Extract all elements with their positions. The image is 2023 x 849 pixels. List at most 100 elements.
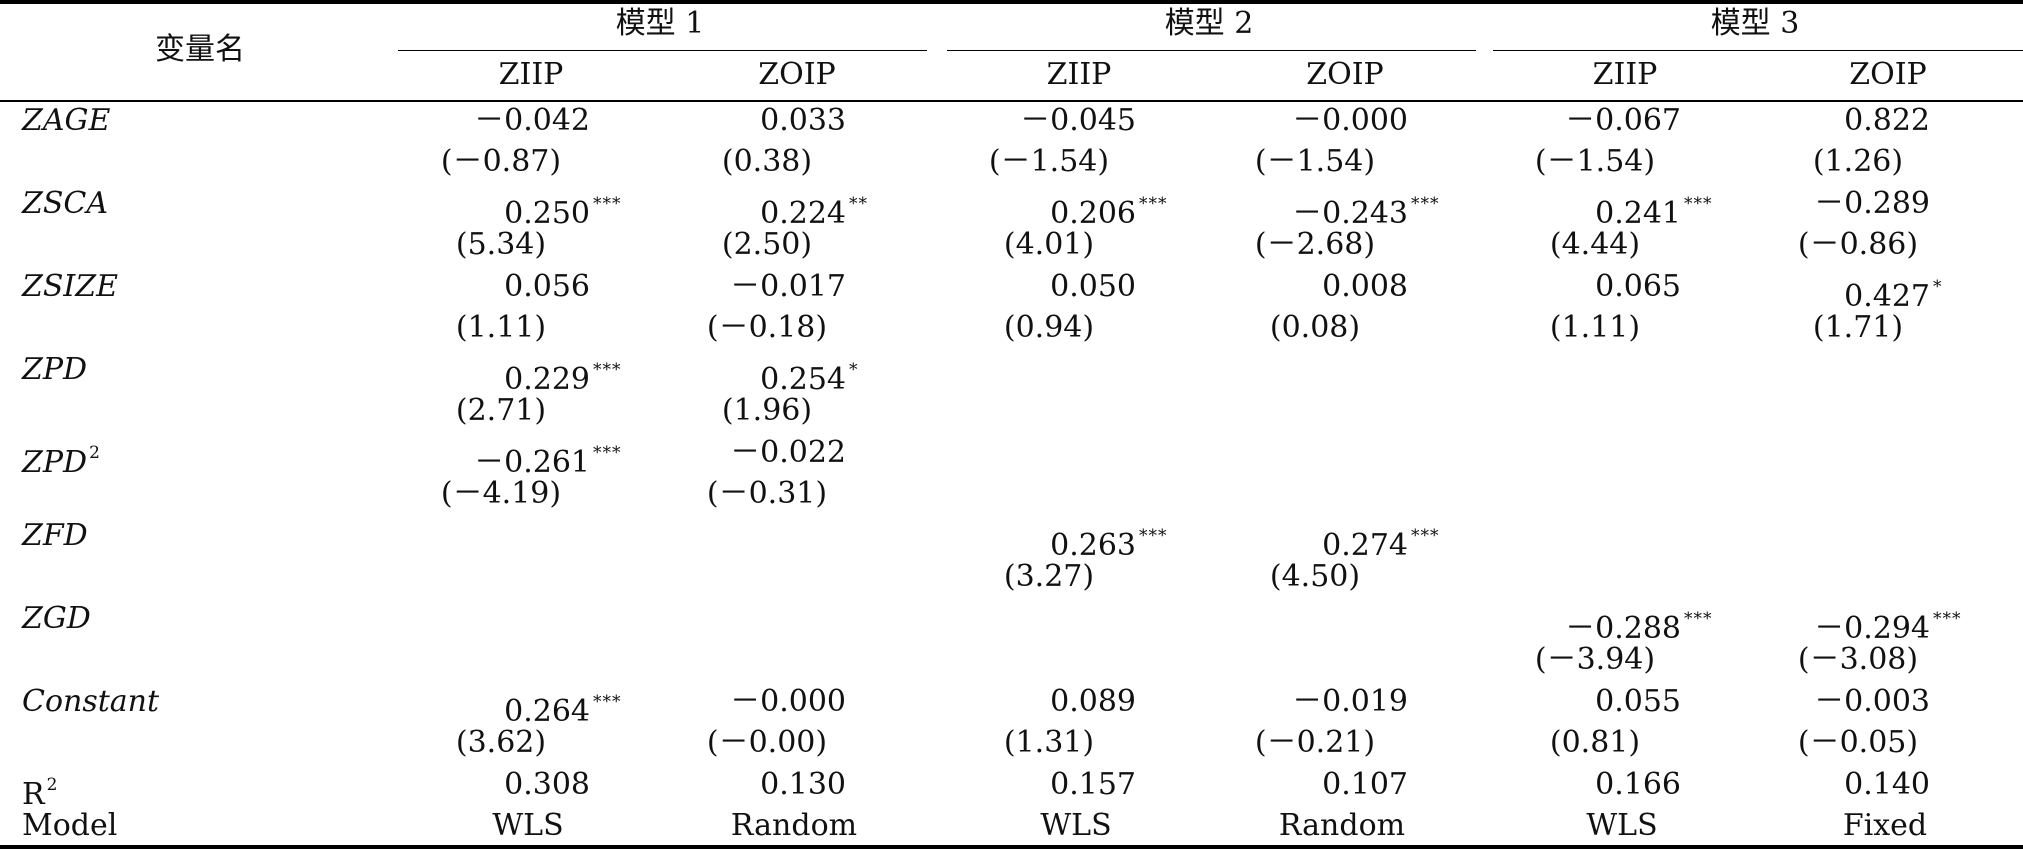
variable-label: ZFD <box>22 518 88 553</box>
coef-value: 0.055 <box>1595 684 1681 719</box>
variable-label: ZPD <box>22 352 88 387</box>
coef-cell: 0.229 *** <box>504 353 621 397</box>
model-type-value: WLS <box>1586 808 1658 843</box>
significance-stars: *** <box>1139 194 1168 214</box>
significance-stars: * <box>849 360 859 380</box>
variable-name: ZAGE <box>22 104 110 138</box>
coef-cell: －0.000 <box>1292 104 1408 138</box>
coef-value: 0.427 <box>1844 279 1930 314</box>
coef-cell: 0.206 *** <box>1050 187 1167 231</box>
t-stat-cell: (－3.94) <box>1534 642 1656 677</box>
significance-stars: *** <box>1411 194 1440 214</box>
column-header-zoip: ZOIP <box>1849 57 1927 92</box>
model-2-underline <box>947 50 1476 51</box>
coef-cell: 0.254 * <box>760 353 858 397</box>
significance-stars: *** <box>1139 526 1168 546</box>
model-type-value: Random <box>1278 808 1406 843</box>
coef-cell: 0.056 <box>504 270 590 304</box>
coef-value: －0.000 <box>1292 103 1408 138</box>
coef-value: 0.224 <box>760 196 846 231</box>
coef-cell: －0.003 <box>1814 685 1930 719</box>
significance-stars: *** <box>593 692 622 712</box>
r-squared-value: 0.140 <box>1844 767 1930 802</box>
variable-name: ZSCA <box>22 187 108 221</box>
t-stat-cell: (－2.68) <box>1254 227 1376 262</box>
model-1-underline <box>398 50 927 51</box>
r-squared-value: 0.166 <box>1595 767 1681 802</box>
coef-value: －0.022 <box>730 435 846 470</box>
t-stat-cell: (－0.18) <box>706 310 828 345</box>
t-stat-cell: (3.62) <box>455 725 547 760</box>
r-squared-value: 0.107 <box>1322 767 1408 802</box>
coef-value: 0.263 <box>1050 528 1136 563</box>
significance-stars: *** <box>593 194 622 214</box>
t-stat-cell: (－1.54) <box>988 144 1110 179</box>
variable-name: ZPD <box>22 353 87 387</box>
coef-value: －0.243 <box>1292 196 1408 231</box>
coef-cell: －0.042 <box>474 104 590 138</box>
model-type-value: WLS <box>492 808 564 843</box>
coef-value: －0.289 <box>1814 186 1930 221</box>
coef-value: －0.261 <box>474 445 590 480</box>
column-header-zoip: ZOIP <box>758 57 836 92</box>
t-stat-cell: (0.38) <box>721 144 813 179</box>
coef-value: 0.065 <box>1595 269 1681 304</box>
t-stat-cell: (－0.31) <box>706 476 828 511</box>
variable-label: ZPD <box>22 445 88 480</box>
t-stat-cell: (0.08) <box>1269 310 1361 345</box>
significance-stars: *** <box>1684 194 1713 214</box>
coef-value: 0.056 <box>504 269 590 304</box>
coef-cell: 0.050 <box>1050 270 1136 304</box>
variable-name: ZGD <box>22 602 91 636</box>
significance-stars: *** <box>593 360 622 380</box>
r-squared-value: 0.157 <box>1050 767 1136 802</box>
variable-label: Constant <box>22 684 160 719</box>
coef-value: －0.017 <box>730 269 846 304</box>
coef-cell: －0.261 *** <box>474 436 621 480</box>
t-stat-cell: (1.26) <box>1812 144 1904 179</box>
t-stat-cell: (4.50) <box>1269 559 1361 594</box>
coef-cell: 0.008 <box>1322 270 1408 304</box>
r-squared-value: 0.130 <box>760 767 846 802</box>
variable-label: ZSCA <box>22 186 109 221</box>
coef-cell: －0.017 <box>730 270 846 304</box>
coef-value: 0.206 <box>1050 196 1136 231</box>
variable-name: ZPD 2 <box>22 436 100 480</box>
model-type-value: Fixed <box>1842 808 1928 843</box>
var-column-header: 变量名 <box>155 32 245 67</box>
variable-name: ZSIZE <box>22 270 118 304</box>
coef-cell: －0.294 *** <box>1814 602 1961 646</box>
t-stat-cell: (－1.54) <box>1254 144 1376 179</box>
r-squared-base: R <box>22 777 45 812</box>
coef-value: －0.000 <box>730 684 846 719</box>
significance-stars: *** <box>1933 609 1962 629</box>
coef-cell: 0.250 *** <box>504 187 621 231</box>
coef-value: －0.019 <box>1292 684 1408 719</box>
t-stat-cell: (1.11) <box>1549 310 1641 345</box>
coef-value: －0.288 <box>1565 611 1681 646</box>
coef-value: 0.254 <box>760 362 846 397</box>
model-row-label: Model <box>22 808 118 843</box>
coef-cell: 0.241 *** <box>1595 187 1712 231</box>
t-stat-cell: (4.44) <box>1549 227 1641 262</box>
t-stat-cell: (1.71) <box>1812 310 1904 345</box>
coef-cell: 0.089 <box>1050 685 1136 719</box>
top-rule <box>0 0 2023 4</box>
coef-cell: 0.427 * <box>1844 270 1942 314</box>
t-stat-cell: (4.01) <box>1003 227 1095 262</box>
significance-stars: * <box>1933 277 1943 297</box>
bottom-rule <box>0 845 2023 849</box>
model-header-2: 模型 2 <box>1164 6 1254 41</box>
coef-cell: 0.264 *** <box>504 685 621 729</box>
coef-cell: 0.055 <box>1595 685 1681 719</box>
coef-cell: 0.033 <box>760 104 846 138</box>
coef-value: 0.089 <box>1050 684 1136 719</box>
variable-label: ZAGE <box>22 103 111 138</box>
t-stat-cell: (1.11) <box>455 310 547 345</box>
variable-superscript: 2 <box>89 443 100 463</box>
t-stat-cell: (－0.05) <box>1797 725 1919 760</box>
header-bottom-rule <box>0 100 2023 102</box>
t-stat-cell: (0.81) <box>1549 725 1641 760</box>
coef-value: －0.045 <box>1020 103 1136 138</box>
column-header-zoip: ZOIP <box>1306 57 1384 92</box>
